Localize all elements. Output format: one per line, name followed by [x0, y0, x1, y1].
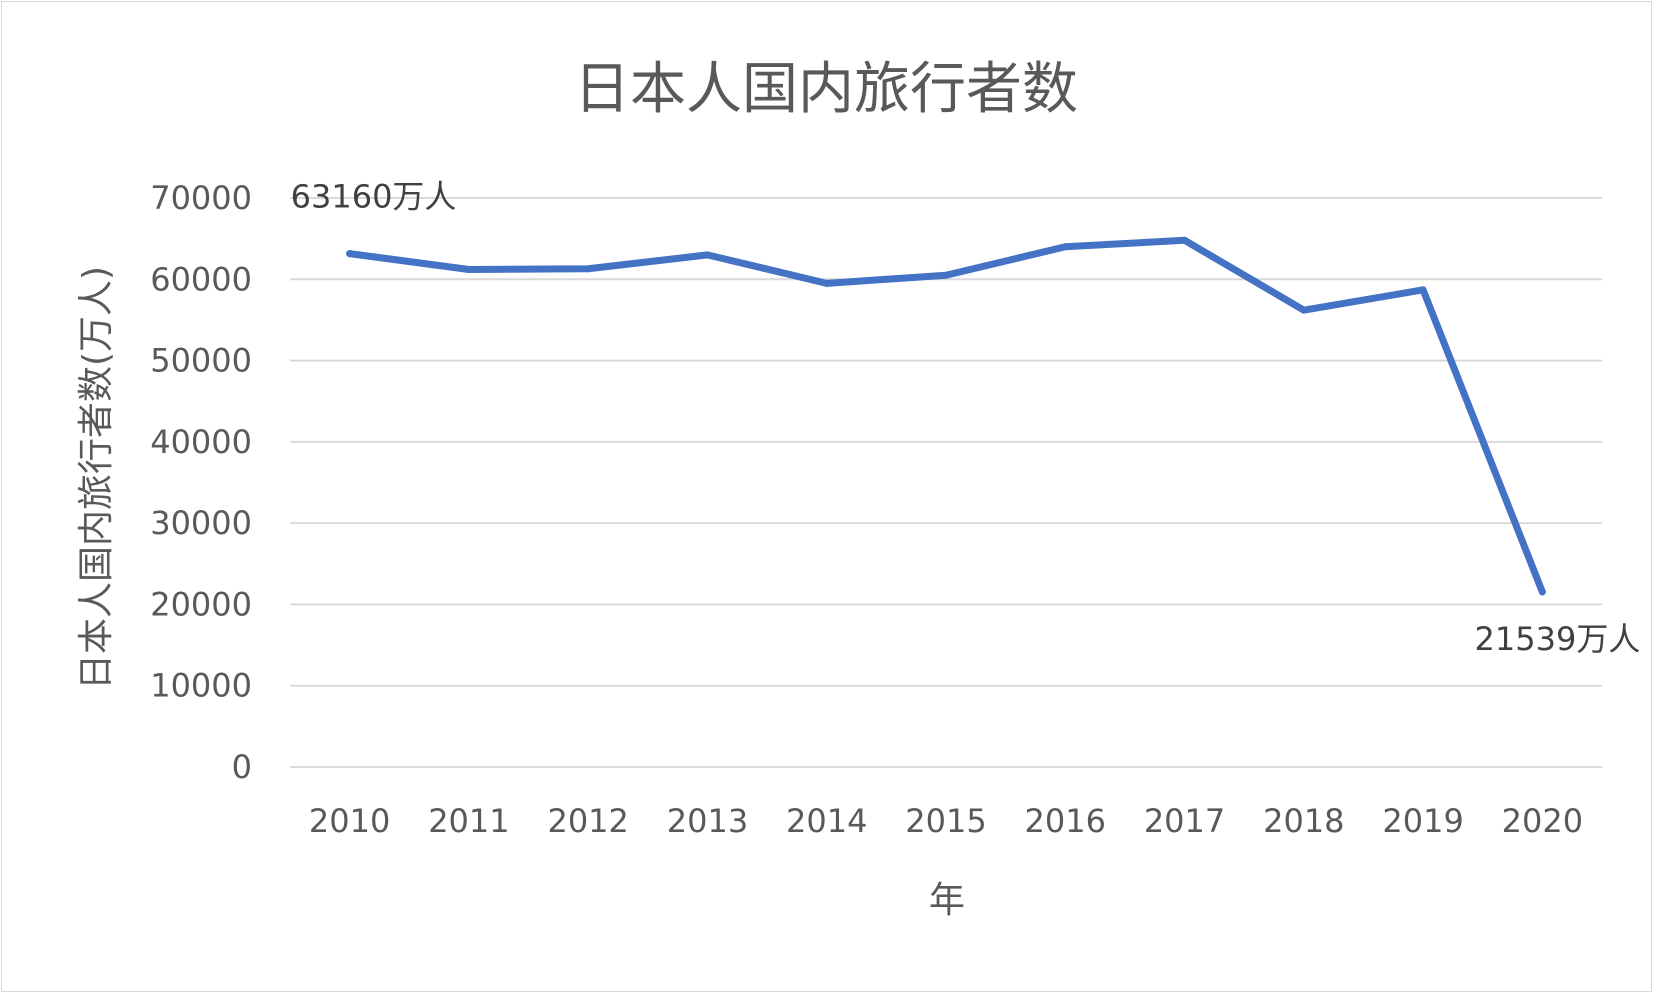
data-point	[1061, 243, 1069, 251]
x-tick-label: 2020	[1502, 802, 1583, 840]
series-line	[346, 236, 1546, 596]
data-label: 21539万人	[1475, 620, 1641, 658]
x-tick-label: 2013	[667, 802, 748, 840]
y-tick-label: 30000	[150, 504, 252, 542]
x-tick-label: 2012	[547, 802, 628, 840]
data-point	[1538, 588, 1546, 596]
gridlines	[290, 197, 1602, 768]
data-point	[942, 271, 950, 279]
y-tick-label: 20000	[150, 585, 252, 623]
data-point	[346, 250, 354, 258]
y-tick-label: 0	[232, 748, 252, 786]
y-tick-label: 50000	[150, 342, 252, 380]
y-axis-title: 日本人国内旅行者数(万人)	[76, 266, 117, 690]
data-label: 63160万人	[291, 178, 457, 216]
x-tick-label: 2010	[309, 802, 390, 840]
x-axis-title: 年	[929, 880, 965, 921]
y-tick-label: 60000	[150, 260, 252, 298]
y-tick-label: 70000	[150, 179, 252, 217]
x-tick-label: 2018	[1263, 802, 1344, 840]
x-tick-label: 2019	[1382, 802, 1463, 840]
data-point	[1300, 306, 1308, 314]
x-tick-label: 2014	[786, 802, 867, 840]
y-tick-label: 10000	[150, 667, 252, 705]
x-tick-labels: 2010 2011 2012 2013 2014 2015 2016 2017 2018 2019…	[309, 802, 1583, 840]
data-point	[703, 251, 711, 259]
data-point	[1181, 236, 1189, 244]
data-point	[1419, 286, 1427, 294]
data-labels: 63160万人 21539万人	[291, 178, 1641, 658]
x-tick-label: 2017	[1144, 802, 1225, 840]
series-points	[346, 236, 1546, 596]
x-tick-label: 2016	[1025, 802, 1106, 840]
data-point	[823, 279, 831, 287]
chart-title: 日本人国内旅行者数	[574, 57, 1078, 122]
x-tick-label: 2015	[905, 802, 986, 840]
y-tick-label: 40000	[150, 423, 252, 461]
x-tick-label: 2011	[428, 802, 509, 840]
data-point	[584, 265, 592, 273]
data-point	[465, 266, 473, 274]
y-tick-labels: 0 10000 20000 30000 40000 50000 60000 70000	[150, 179, 252, 786]
